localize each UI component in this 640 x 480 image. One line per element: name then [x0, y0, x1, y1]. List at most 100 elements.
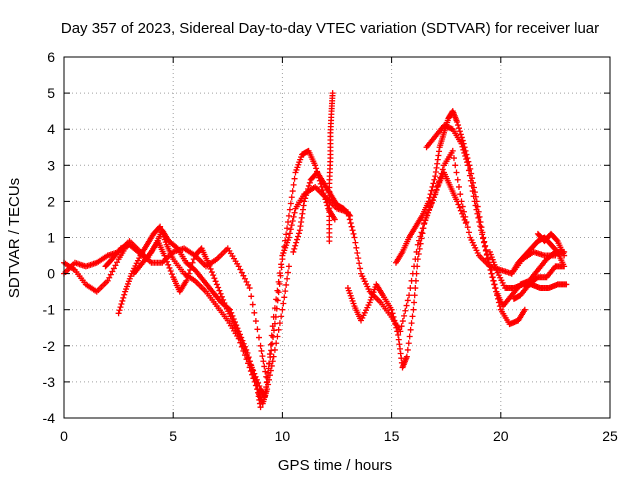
data-point [467, 177, 474, 184]
data-point [494, 292, 501, 299]
data-point [394, 328, 401, 335]
data-point [331, 216, 338, 223]
data-point [274, 297, 281, 304]
data-point [251, 374, 258, 381]
data-point [248, 293, 255, 300]
data-point [277, 272, 284, 279]
data-point [263, 373, 270, 380]
data-point [282, 237, 289, 244]
data-point [312, 162, 319, 169]
data-point [493, 288, 500, 295]
data-point [490, 277, 497, 284]
data-point [452, 162, 459, 169]
data-point [190, 256, 197, 263]
data-point [563, 281, 570, 288]
data-point [404, 346, 411, 353]
data-point [216, 287, 223, 294]
data-point [250, 370, 257, 377]
data-point [295, 233, 301, 240]
data-point [491, 281, 498, 288]
data-point [458, 140, 465, 147]
data-point [243, 346, 250, 353]
data-point [410, 306, 417, 313]
data-point [455, 122, 462, 129]
data-point [451, 155, 457, 162]
data-point [355, 255, 362, 262]
data-point [457, 131, 464, 138]
y-axis-label: SDTVAR / TECUs [6, 178, 23, 298]
data-point [206, 262, 213, 269]
data-point [460, 213, 467, 220]
data-point [208, 269, 215, 276]
data-point [482, 247, 489, 254]
data-point [419, 230, 426, 237]
data-point [226, 306, 233, 313]
data-point [275, 289, 282, 296]
data-point [399, 318, 406, 325]
data-point [244, 350, 251, 357]
series-track-i [423, 122, 528, 328]
data-point [276, 280, 283, 287]
x-tick-label: 15 [384, 428, 400, 444]
data-point [455, 125, 462, 132]
data-point [489, 274, 496, 281]
data-point [291, 175, 298, 182]
data-point [281, 243, 288, 250]
data-point [429, 183, 436, 190]
data-point [114, 259, 121, 266]
data-point [210, 272, 217, 279]
data-point [492, 285, 499, 292]
series-track-h [392, 108, 568, 310]
data-point [459, 203, 466, 210]
data-point [245, 354, 252, 361]
data-point [241, 343, 248, 350]
data-point [462, 220, 469, 227]
data-point [466, 172, 473, 179]
data-point [233, 322, 240, 329]
data-point [457, 191, 464, 198]
series-track-g [344, 169, 469, 371]
data-point [260, 358, 267, 365]
data-point [120, 294, 127, 301]
data-point [109, 268, 116, 275]
data-point [165, 261, 172, 268]
data-point [161, 252, 168, 259]
data-point [173, 244, 180, 251]
data-point [457, 207, 464, 214]
data-point [294, 236, 301, 243]
data-point [415, 251, 422, 258]
data-point [168, 271, 175, 278]
data-point [418, 229, 425, 236]
data-point [305, 182, 312, 189]
data-point [346, 211, 353, 218]
data-point [239, 337, 246, 344]
data-point [104, 277, 111, 284]
data-point [476, 219, 483, 226]
data-point [401, 312, 408, 319]
data-point [486, 263, 493, 270]
y-tick-label: -3 [43, 374, 56, 390]
data-point [425, 198, 432, 205]
data-point [162, 255, 169, 262]
data-point [464, 159, 471, 166]
data-point [302, 195, 309, 202]
data-point [392, 321, 399, 328]
data-point [282, 288, 289, 295]
data-point [459, 143, 466, 150]
data-point [407, 326, 414, 333]
data-point [257, 404, 264, 411]
data-point [474, 210, 481, 217]
data-point [455, 201, 462, 208]
data-point [480, 239, 487, 246]
data-point [261, 363, 268, 370]
data-point [416, 245, 423, 252]
data-point [306, 179, 313, 186]
data-point [287, 200, 294, 207]
axis-ticks: 0 5 10 15 20 25 -4 -3 -2 -1 0 1 2 3 4 5 6 [43, 49, 618, 444]
data-point [184, 274, 191, 281]
series-track-l [534, 230, 568, 259]
data-point [269, 358, 276, 365]
data-point [561, 252, 568, 259]
data-point [420, 225, 427, 232]
